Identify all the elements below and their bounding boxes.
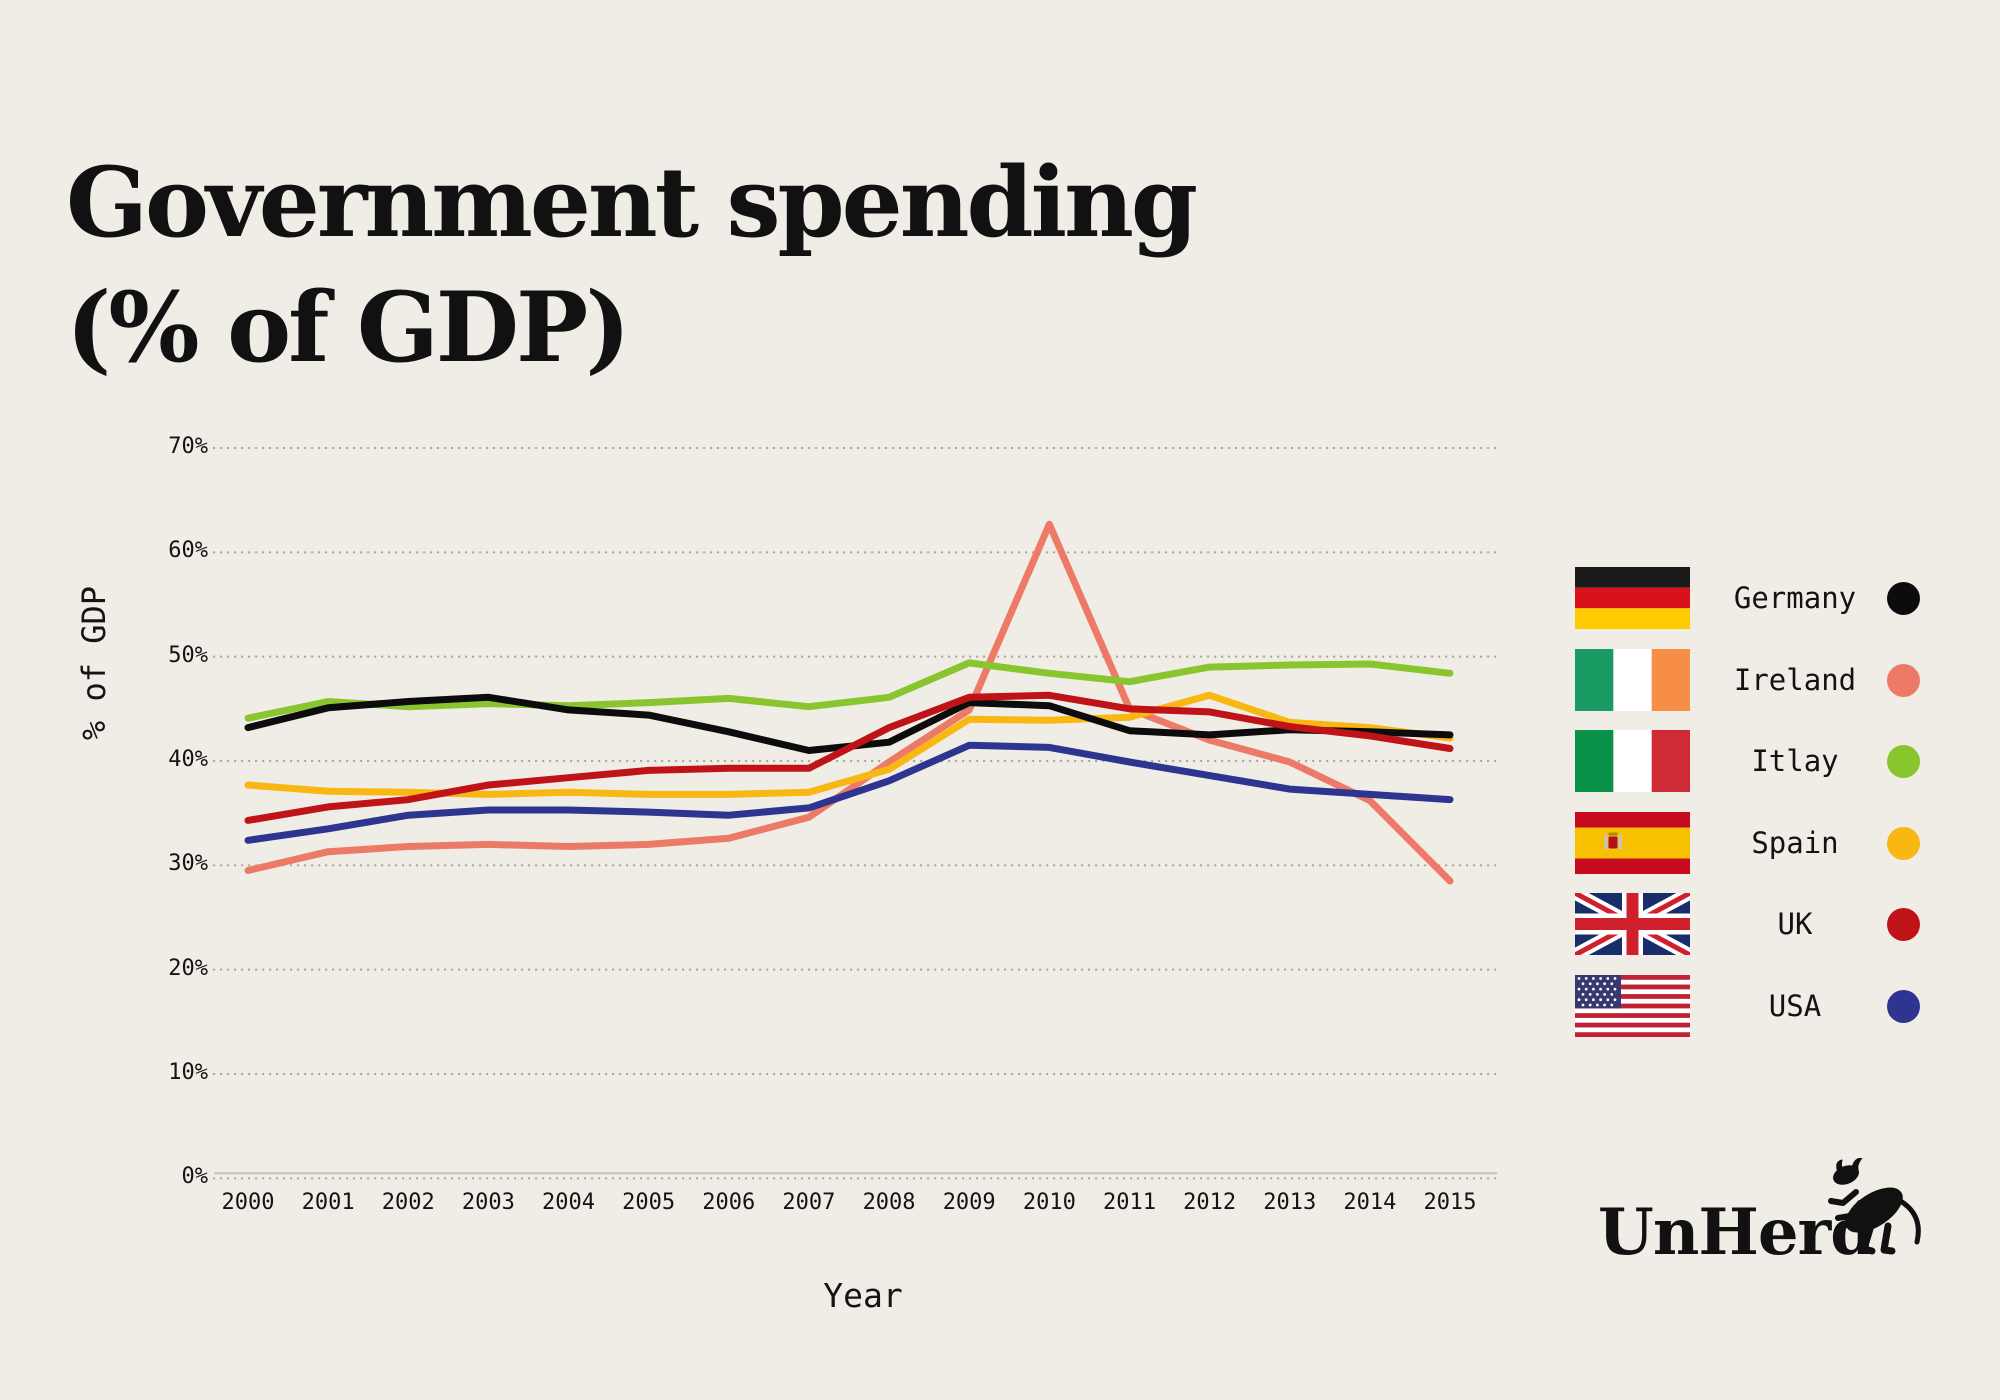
title-line-1: Government spending [66, 146, 1198, 259]
x-tick-2004: 2004 [542, 1190, 596, 1215]
usa-star-field [1577, 977, 1617, 1007]
spain-flag-icon [1575, 812, 1690, 874]
unherd-logo-text: UnHerd [1598, 1195, 1875, 1270]
legend-row-italy: Itlay [1575, 720, 1935, 802]
series-line-itlay [244, 659, 1454, 722]
y-tick-30%: 30% [168, 851, 208, 877]
legend-label: USA [1768, 989, 1822, 1023]
legend-label: UK [1777, 907, 1813, 941]
y-tick-20%: 20% [168, 955, 208, 981]
legend-label: Itlay [1751, 744, 1839, 778]
x-tick-2011: 2011 [1102, 1190, 1156, 1215]
uk-flag-icon [1575, 893, 1690, 955]
title-line-2: (% of GDP) [66, 271, 631, 384]
legend-row-usa: USA [1575, 965, 1935, 1047]
y-axis-title: % of GDP [75, 585, 113, 741]
legend-row-uk: UK [1575, 883, 1935, 965]
x-axis-title: Year [823, 1276, 903, 1315]
x-tick-2015: 2015 [1423, 1190, 1477, 1215]
y-tick-70%: 70% [168, 433, 208, 459]
x-tick-2009: 2009 [942, 1190, 996, 1215]
x-tick-2012: 2012 [1183, 1190, 1237, 1215]
y-tick-60%: 60% [168, 538, 208, 564]
y-tick-50%: 50% [168, 642, 208, 668]
x-tick-2002: 2002 [381, 1190, 435, 1215]
series-line-uk [244, 691, 1454, 824]
x-tick-2008: 2008 [862, 1190, 916, 1215]
x-tick-2005: 2005 [622, 1190, 676, 1215]
x-tick-2006: 2006 [702, 1190, 756, 1215]
legend-label: Germany [1733, 581, 1857, 615]
legend-row-ireland: Ireland [1575, 639, 1935, 721]
germany-color-dot-icon [1887, 581, 1920, 615]
ireland-flag-icon [1575, 649, 1690, 711]
x-tick-2014: 2014 [1343, 1190, 1397, 1215]
usa-color-dot-icon [1887, 989, 1920, 1023]
germany-flag-icon [1575, 567, 1690, 629]
y-tick-10%: 10% [168, 1059, 208, 1085]
x-tick-2000: 2000 [221, 1190, 275, 1215]
unherd-cow-logo-icon [1828, 1158, 1921, 1255]
ireland-color-dot-icon [1887, 663, 1920, 697]
series-line-ireland [244, 520, 1454, 885]
legend-row-spain: Spain [1575, 802, 1935, 884]
x-tick-2007: 2007 [782, 1190, 836, 1215]
italy-color-dot-icon [1887, 744, 1920, 778]
y-tick-0%: 0% [181, 1164, 209, 1190]
page-title: Government spending (% of GDP) [66, 140, 1198, 390]
legend-label: Spain [1751, 826, 1839, 860]
spain-color-dot-icon [1887, 826, 1920, 860]
x-tick-2003: 2003 [461, 1190, 515, 1215]
legend-label: Ireland [1733, 663, 1857, 697]
usa-flag-icon [1575, 975, 1690, 1037]
italy-flag-icon [1575, 730, 1690, 792]
series-line-usa [244, 741, 1454, 844]
x-tick-2001: 2001 [301, 1190, 355, 1215]
legend-row-germany: Germany [1575, 557, 1935, 639]
y-tick-40%: 40% [168, 746, 208, 772]
uk-color-dot-icon [1887, 907, 1920, 941]
x-tick-2010: 2010 [1022, 1190, 1076, 1215]
x-tick-2013: 2013 [1263, 1190, 1317, 1215]
